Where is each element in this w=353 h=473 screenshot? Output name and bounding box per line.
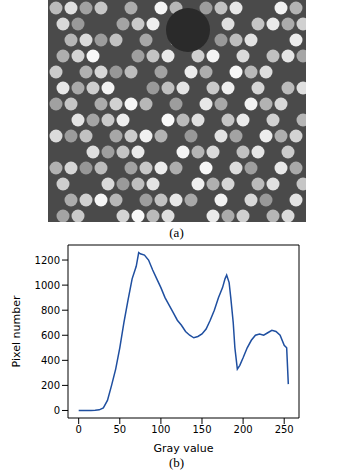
svg-text:0: 0 — [75, 424, 81, 435]
svg-text:200: 200 — [41, 380, 60, 391]
svg-text:50: 50 — [113, 424, 126, 435]
svg-text:1200: 1200 — [35, 255, 60, 266]
svg-text:800: 800 — [41, 305, 60, 316]
svg-text:Gray value: Gray value — [154, 442, 214, 454]
html-text:(a): (a) — [169, 225, 184, 240]
svg-text:100: 100 — [151, 424, 170, 435]
svg-text:150: 150 — [192, 424, 211, 435]
html-text:(b): (b) — [168, 455, 185, 470]
svg-text:200: 200 — [234, 424, 253, 435]
svg-text:0: 0 — [54, 405, 60, 416]
svg-text:Pixel number: Pixel number — [10, 295, 23, 367]
svg-text:600: 600 — [41, 330, 60, 341]
svg-text:400: 400 — [41, 355, 60, 366]
svg-text:1000: 1000 — [35, 280, 60, 291]
svg-text:250: 250 — [275, 424, 294, 435]
